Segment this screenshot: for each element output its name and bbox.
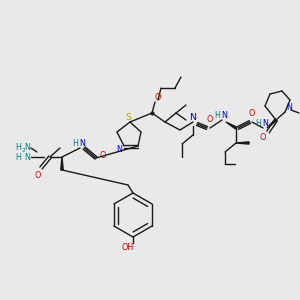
Text: O: O — [249, 109, 255, 118]
Text: O: O — [155, 92, 161, 101]
Text: N: N — [24, 152, 30, 161]
Polygon shape — [226, 122, 237, 129]
Text: N: N — [24, 143, 30, 152]
Text: OH: OH — [122, 242, 134, 251]
Text: H: H — [15, 143, 21, 152]
Text: N: N — [116, 145, 122, 154]
Text: H: H — [15, 152, 21, 161]
Text: O: O — [207, 116, 213, 124]
Text: S: S — [125, 112, 131, 122]
Text: O: O — [35, 170, 41, 179]
Text: N: N — [79, 140, 85, 148]
Text: O: O — [260, 134, 266, 142]
Polygon shape — [61, 157, 63, 170]
Text: O: O — [100, 151, 106, 160]
Text: H: H — [214, 112, 220, 121]
Text: 2: 2 — [21, 148, 25, 154]
Text: H: H — [255, 119, 261, 128]
Polygon shape — [236, 142, 249, 144]
Text: N: N — [262, 119, 268, 128]
Text: H: H — [72, 140, 78, 148]
Text: N: N — [221, 112, 227, 121]
Polygon shape — [267, 119, 277, 128]
Text: N: N — [190, 113, 196, 122]
Text: N: N — [286, 103, 292, 112]
